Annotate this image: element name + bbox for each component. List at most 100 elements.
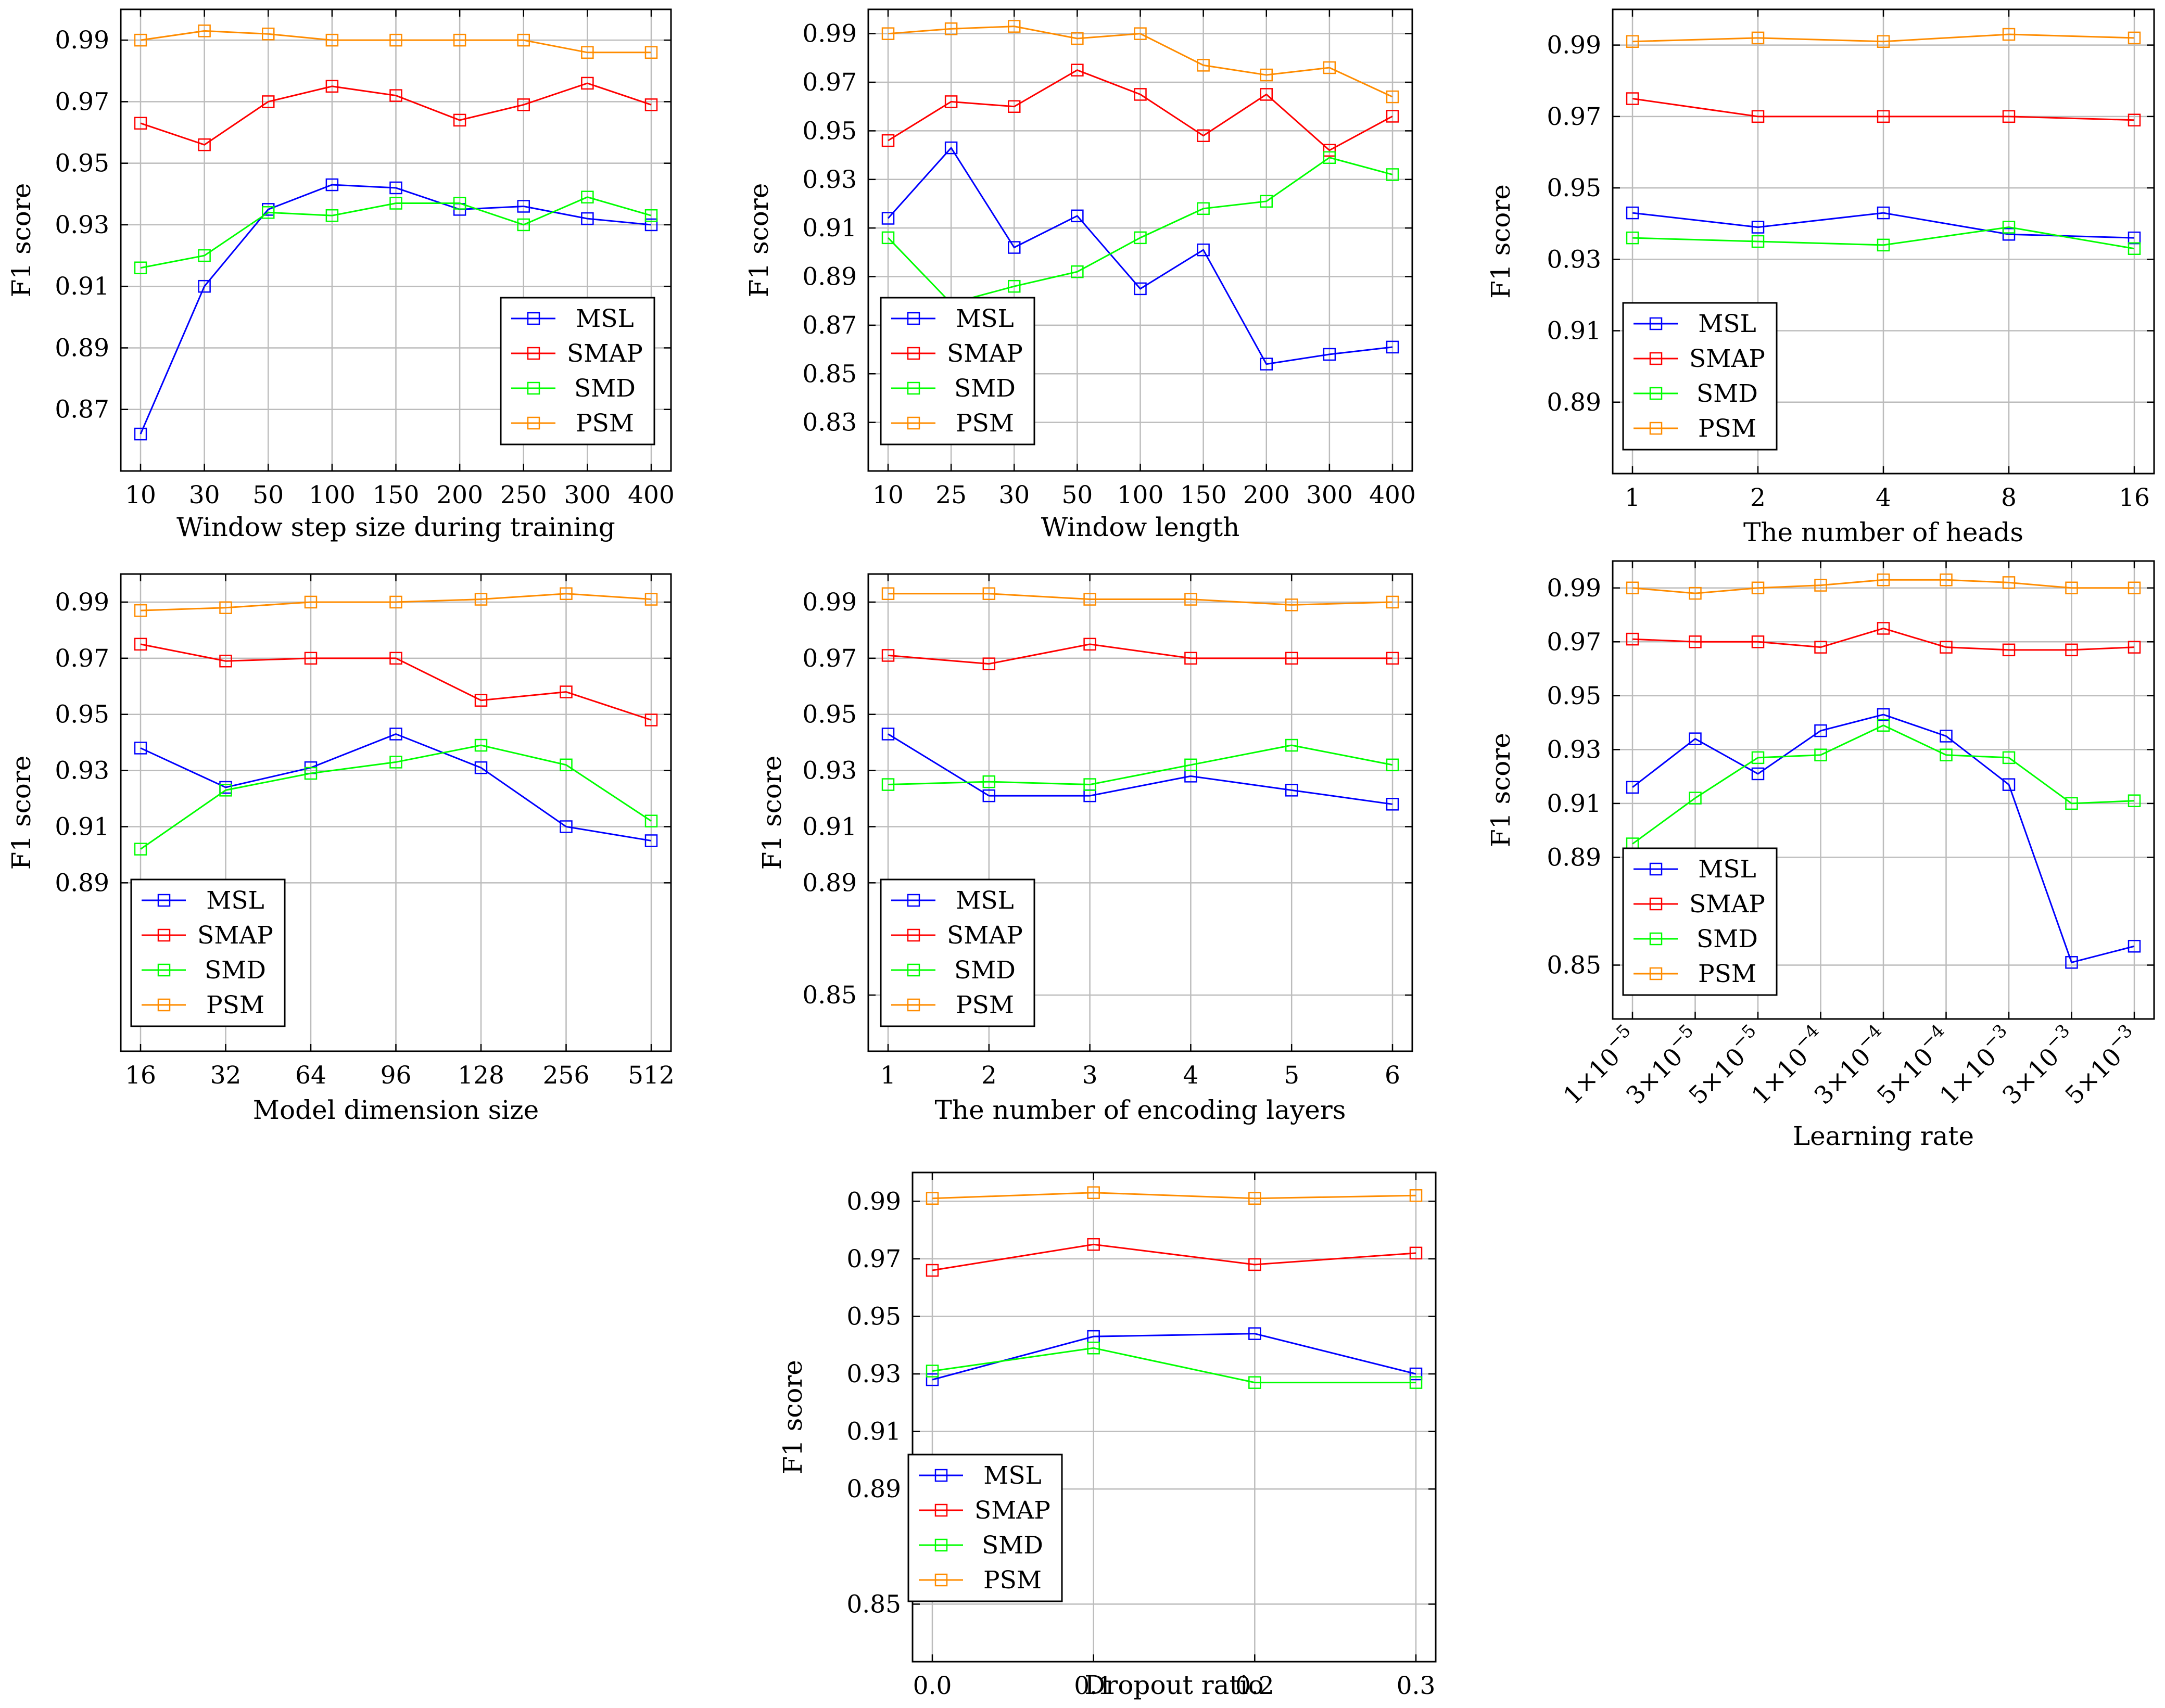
data-point-psm — [1386, 90, 1399, 104]
x-tick-label: 6 — [1385, 1061, 1400, 1090]
legend-label: PSM — [956, 409, 1014, 438]
legend: MSL SMAP SMD PSM — [130, 878, 286, 1027]
data-point-smd — [1814, 748, 1827, 761]
data-point-psm — [517, 33, 530, 47]
x-tick-label: 64 — [295, 1061, 326, 1090]
x-tick-label: 16 — [125, 1061, 156, 1090]
series-line-msl — [887, 146, 1393, 365]
data-point-smap — [1386, 110, 1399, 123]
data-point-msl — [1197, 243, 1210, 257]
y-tick-label: 0.97 — [846, 1245, 901, 1273]
series-line-smd — [1632, 226, 2135, 250]
y-tick-label: 0.89 — [55, 334, 109, 362]
data-point-smap — [881, 649, 895, 662]
x-tick-label: 4 — [1876, 483, 1891, 512]
series-line-smap — [932, 1243, 1416, 1271]
data-point-smap — [1626, 92, 1639, 105]
plot-frame — [911, 1171, 1437, 1663]
data-point-smd — [1071, 265, 1084, 278]
legend-label: PSM — [1698, 414, 1756, 443]
y-axis-label: F1 score — [757, 756, 787, 870]
data-point-smap — [1323, 144, 1336, 157]
data-point-smap — [517, 98, 530, 111]
series-line-psm — [888, 26, 1393, 98]
plot-frame — [1612, 8, 2155, 475]
data-point-msl — [1751, 221, 1765, 234]
x-tick-label: 32 — [210, 1061, 242, 1090]
y-tick-label: 0.99 — [55, 588, 109, 617]
data-point-smap — [2128, 113, 2141, 126]
y-tick-label: 0.83 — [802, 409, 857, 437]
series-psm — [881, 20, 1399, 104]
data-point-psm — [134, 604, 147, 617]
legend-label: SMD — [1696, 379, 1758, 408]
series-line-smd — [140, 744, 652, 850]
y-tick-label: 0.89 — [55, 869, 109, 897]
chart-learning-rate: 0.850.890.910.930.950.970.991×10−53×10−5… — [1486, 560, 2155, 1151]
legend-marker — [1649, 932, 1663, 946]
data-point-smap — [581, 77, 594, 90]
series-msl — [926, 1327, 1423, 1386]
legend-marker — [157, 894, 171, 907]
legend-label: PSM — [956, 991, 1014, 1019]
x-tick-exponent: −4 — [1853, 1021, 1886, 1054]
legend-label: MSL — [206, 886, 264, 915]
data-point-smd — [1689, 792, 1702, 805]
x-tick-exponent: −5 — [1727, 1021, 1761, 1054]
data-point-psm — [2002, 28, 2016, 41]
data-point-msl — [1409, 1367, 1423, 1381]
data-point-psm — [1409, 1189, 1423, 1202]
plot-frame — [867, 8, 1413, 472]
x-tick-exponent: −3 — [2104, 1021, 2137, 1054]
series-line-smap — [140, 643, 652, 721]
data-point-smap — [1008, 100, 1021, 113]
plot-frame — [867, 573, 1413, 1052]
series-psm — [134, 24, 658, 59]
series-smap — [134, 638, 658, 726]
series-line-psm — [140, 593, 652, 611]
data-point-msl — [198, 279, 211, 293]
data-point-smap — [1087, 1238, 1100, 1251]
x-tick-exponent: −4 — [1790, 1021, 1824, 1054]
data-point-psm — [1087, 1186, 1100, 1199]
y-tick-label: 0.91 — [1547, 317, 1601, 346]
x-tick-label: 1 — [880, 1061, 896, 1090]
y-tick-label: 0.85 — [846, 1590, 901, 1618]
legend: MSL SMAP SMD PSM — [880, 878, 1035, 1027]
series-line-msl — [1632, 713, 2135, 964]
x-tick-label: 150 — [373, 481, 420, 509]
x-tick-label: 100 — [309, 481, 356, 509]
legend-label: SMAP — [1689, 345, 1765, 373]
data-point-msl — [517, 200, 530, 213]
series-psm — [926, 1186, 1423, 1205]
series-line-msl — [888, 733, 1393, 805]
chart-window-length: 0.83 0.85 0.87 0.89 0.91 0.93 0.95 0.97 0.99 10 25… — [744, 8, 1416, 542]
x-tick-label: 8 — [2001, 483, 2017, 512]
data-point-psm — [560, 587, 573, 601]
data-point-smap — [982, 657, 996, 670]
y-tick-label: 0.91 — [846, 1418, 901, 1446]
data-point-smd — [453, 197, 466, 210]
data-point-psm — [134, 33, 147, 47]
data-point-smap — [881, 134, 895, 147]
data-point-smd — [644, 814, 658, 827]
series-psm — [1626, 573, 2141, 600]
data-point-msl — [1626, 206, 1639, 220]
data-point-smd — [1184, 758, 1197, 772]
data-point-smd — [219, 784, 232, 797]
y-axis-label: F1 score — [744, 183, 774, 298]
data-point-smd — [325, 209, 339, 222]
data-point-smap — [1083, 638, 1096, 651]
x-tick-label: 50 — [1061, 481, 1093, 509]
legend-label: SMD — [1696, 925, 1758, 953]
data-point-psm — [881, 587, 895, 601]
data-point-psm — [2128, 31, 2141, 45]
data-point-smap — [219, 654, 232, 668]
data-point-psm — [325, 33, 339, 47]
y-tick-label: 0.89 — [802, 263, 857, 291]
data-point-msl — [1248, 1327, 1261, 1340]
x-axis-label: The number of heads — [1743, 517, 2023, 547]
data-point-msl — [1285, 784, 1298, 797]
data-point-smap — [1626, 632, 1639, 646]
data-point-smap — [2002, 643, 2016, 657]
